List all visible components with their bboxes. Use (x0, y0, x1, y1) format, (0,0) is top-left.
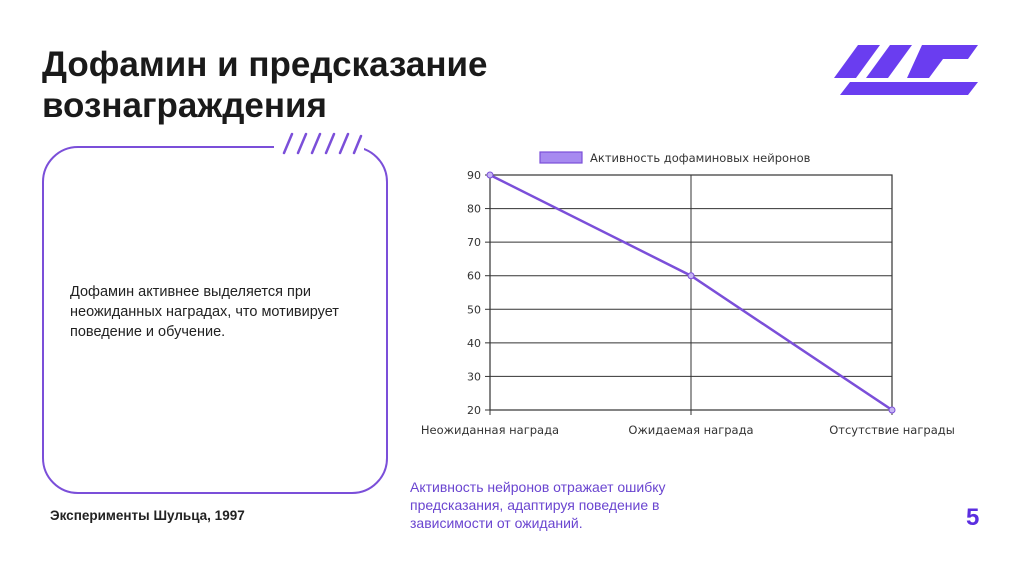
data-point (486, 171, 494, 179)
page-number: 5 (966, 504, 980, 531)
footnote: Эксперименты Шульца, 1997 (50, 508, 245, 523)
slide-title: Дофамин и предсказание вознаграждения (42, 45, 488, 125)
data-point (687, 272, 695, 280)
x-tick-label: Ожидаемая награда (628, 423, 753, 437)
y-tick-label: 50 (467, 303, 481, 316)
x-tick-label: Неожиданная награда (421, 423, 559, 437)
legend-label: Активность дофаминовых нейронов (590, 151, 811, 165)
brand-stripes-logo (834, 45, 978, 95)
chart-caption: Активность нейронов отражает ошибку пред… (410, 479, 666, 531)
dopamine-activity-chart: 20 30 40 50 60 70 80 90 Неожиданная награда Ожида… (421, 151, 955, 437)
card-text: Дофамин активнее выделяется при неожидан… (70, 284, 339, 340)
y-tick-label: 90 (467, 169, 481, 182)
y-tick-label: 70 (467, 236, 481, 249)
y-tick-label: 20 (467, 404, 481, 417)
y-tick-label: 40 (467, 337, 481, 350)
striped-tab-decoration (274, 131, 364, 157)
plot-frame (489, 174, 893, 411)
x-tick-label: Отсутствие награды (829, 423, 955, 437)
info-card (42, 146, 388, 494)
y-tick-label: 80 (467, 203, 481, 216)
y-tick-label: 30 (467, 370, 481, 383)
y-tick-label: 60 (467, 270, 481, 283)
data-point (888, 406, 896, 414)
legend-swatch (539, 151, 583, 164)
